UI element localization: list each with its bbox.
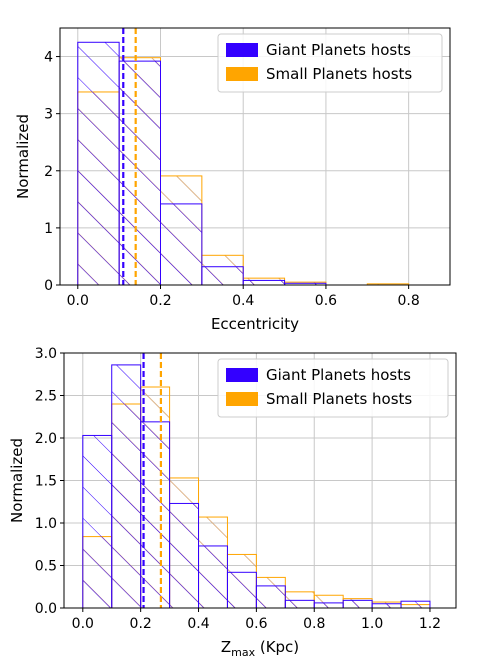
y-tick-label: 0.5 <box>35 559 57 575</box>
eccentricity-axes-frame <box>59 27 451 286</box>
giant-histogram-bar <box>198 545 228 609</box>
zmax-bars <box>82 364 431 609</box>
giant-histogram-bar <box>400 600 431 609</box>
y-tick-label: 0 <box>44 278 53 294</box>
giant-histogram-bar <box>201 266 244 286</box>
x-tick-label: 0.0 <box>67 293 89 309</box>
y-tick-label: 2 <box>44 164 53 180</box>
zmax-x-label-subscript: max <box>231 646 255 659</box>
x-tick-label: 1.0 <box>361 616 383 632</box>
giant-histogram-bar <box>342 599 373 609</box>
zmax-y-axis-label: Normalized <box>8 438 26 523</box>
x-tick-label: 0.0 <box>72 616 94 632</box>
y-tick-label: 2.0 <box>35 431 57 447</box>
legend-swatch-giant <box>226 43 258 57</box>
giant-histogram-bar <box>371 603 402 609</box>
giant-histogram-bar <box>169 502 200 609</box>
zmax-legend: Giant Planets hosts Small Planets hosts <box>217 358 449 418</box>
eccentricity-y-axis-label: Normalized <box>14 114 32 199</box>
giant-histogram-bar <box>82 434 113 609</box>
y-tick-label: 1.5 <box>35 474 57 490</box>
legend-box <box>217 358 449 418</box>
x-tick-label: 0.8 <box>303 616 325 632</box>
y-tick-label: 3 <box>44 107 53 123</box>
y-tick-label: 0.0 <box>35 601 57 617</box>
y-tick-label: 1.0 <box>35 516 57 532</box>
x-tick-label: 0.8 <box>398 293 420 309</box>
eccentricity-x-axis-label: Eccentricity <box>211 315 299 333</box>
eccentricity-y-ticks: 0 1 2 3 4 <box>44 50 60 294</box>
x-tick-label: 0.2 <box>130 616 152 632</box>
legend-label-small: Small Planets hosts <box>266 390 412 408</box>
giant-histogram-bar <box>313 602 344 609</box>
zmax-panel: 0.0 0.2 0.4 0.6 0.8 1.0 1.2 0.0 0.5 1.0 1.5 2.0 2.5… <box>8 346 457 659</box>
eccentricity-panel: 0.0 0.2 0.4 0.6 0.8 0 1 2 3 4 Eccentricity Norma… <box>14 27 451 333</box>
x-tick-label: 0.6 <box>315 293 337 309</box>
giant-histogram-bar <box>140 421 171 609</box>
zmax-mean-lines <box>142 353 163 608</box>
y-tick-label: 3.0 <box>35 346 57 362</box>
zmax-x-label-main: Z <box>221 638 231 656</box>
giant-histogram-bar <box>118 60 161 286</box>
legend-label-giant: Giant Planets hosts <box>266 366 411 384</box>
giant-histogram-bar <box>226 571 257 609</box>
giant-histogram-bar <box>77 41 120 286</box>
zmax-y-ticks: 0.0 0.5 1.0 1.5 2.0 2.5 3.0 <box>35 346 64 617</box>
y-tick-label: 4 <box>44 50 53 66</box>
giant-histogram-bar <box>242 279 286 286</box>
eccentricity-legend: Giant Planets hosts Small Planets hosts <box>217 33 443 93</box>
legend-swatch-small <box>226 392 258 406</box>
eccentricity-mean-lines <box>122 28 137 285</box>
zmax-x-ticks: 0.0 0.2 0.4 0.6 0.8 1.0 1.2 <box>72 608 441 632</box>
giant-histogram-bar <box>284 599 315 609</box>
eccentricity-x-ticks: 0.0 0.2 0.4 0.6 0.8 <box>67 285 420 309</box>
giant-histogram-bar <box>159 203 203 286</box>
legend-box <box>217 33 443 93</box>
zmax-x-label-suffix: (Kpc) <box>255 638 299 656</box>
giant-histogram-bar <box>255 585 286 609</box>
legend-swatch-small <box>226 67 258 81</box>
zmax-x-axis-label: Zmax (Kpc) <box>221 638 299 659</box>
x-tick-label: 0.2 <box>149 293 171 309</box>
x-tick-label: 0.4 <box>187 616 209 632</box>
y-tick-label: 1 <box>44 221 53 237</box>
y-tick-label: 2.5 <box>35 389 57 405</box>
legend-label-small: Small Planets hosts <box>266 65 412 83</box>
giant-histogram-bar <box>111 364 142 609</box>
x-tick-label: 0.6 <box>245 616 267 632</box>
legend-swatch-giant <box>226 368 258 382</box>
x-tick-label: 1.2 <box>419 616 441 632</box>
legend-label-giant: Giant Planets hosts <box>266 41 411 59</box>
x-tick-label: 0.4 <box>232 293 254 309</box>
